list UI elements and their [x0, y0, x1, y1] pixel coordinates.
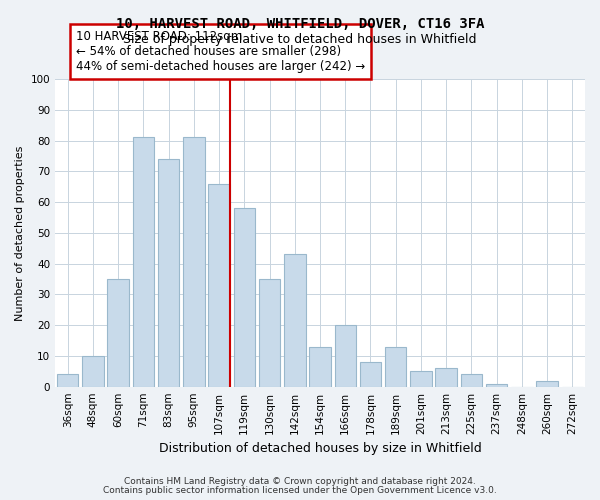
Bar	[360, 362, 381, 386]
Bar	[133, 138, 154, 386]
Bar	[335, 325, 356, 386]
Bar	[284, 254, 305, 386]
Bar	[208, 184, 230, 386]
Text: Contains HM Land Registry data © Crown copyright and database right 2024.: Contains HM Land Registry data © Crown c…	[124, 477, 476, 486]
Bar	[183, 138, 205, 386]
Bar	[536, 380, 558, 386]
Text: Size of property relative to detached houses in Whitfield: Size of property relative to detached ho…	[123, 32, 477, 46]
Bar	[486, 384, 508, 386]
Y-axis label: Number of detached properties: Number of detached properties	[15, 145, 25, 320]
Bar	[233, 208, 255, 386]
Bar	[436, 368, 457, 386]
X-axis label: Distribution of detached houses by size in Whitfield: Distribution of detached houses by size …	[158, 442, 481, 455]
Bar	[107, 279, 129, 386]
Bar	[259, 279, 280, 386]
Bar	[385, 346, 406, 387]
Bar	[309, 346, 331, 387]
Bar	[461, 374, 482, 386]
Text: 10, HARVEST ROAD, WHITFIELD, DOVER, CT16 3FA: 10, HARVEST ROAD, WHITFIELD, DOVER, CT16…	[116, 18, 484, 32]
Bar	[158, 159, 179, 386]
Bar	[82, 356, 104, 386]
Text: Contains public sector information licensed under the Open Government Licence v3: Contains public sector information licen…	[103, 486, 497, 495]
Bar	[57, 374, 79, 386]
Bar	[410, 372, 431, 386]
Text: 10 HARVEST ROAD: 112sqm
← 54% of detached houses are smaller (298)
44% of semi-d: 10 HARVEST ROAD: 112sqm ← 54% of detache…	[76, 30, 365, 73]
